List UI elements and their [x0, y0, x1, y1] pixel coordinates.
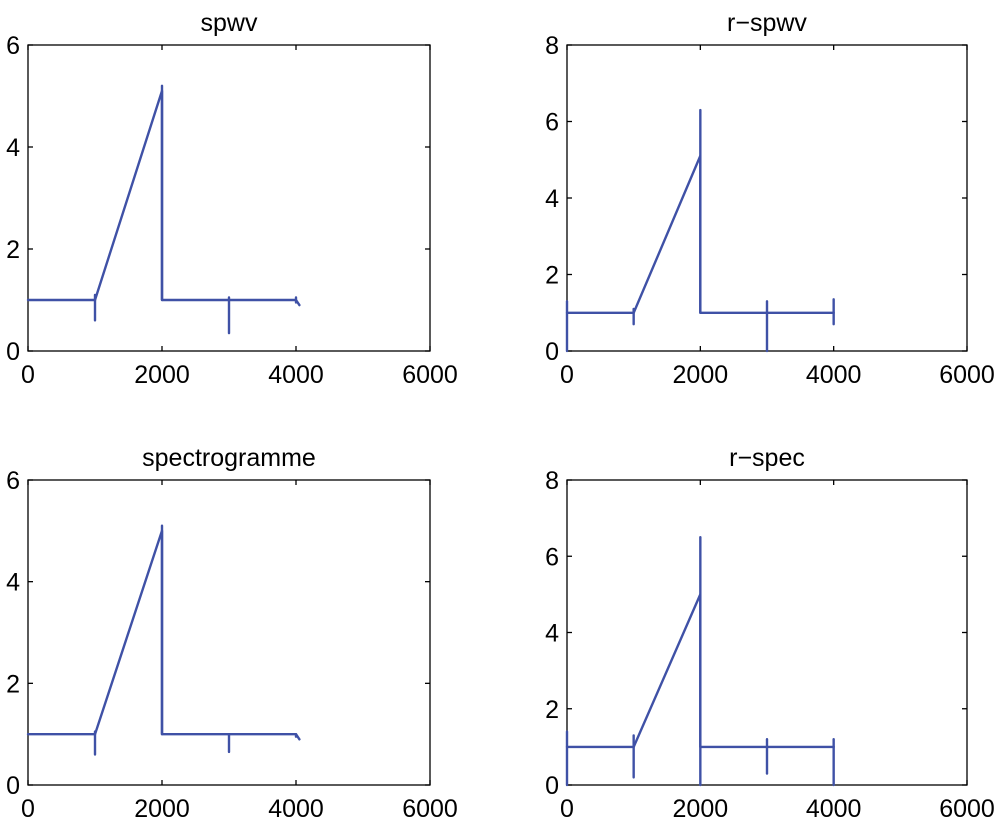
y-tick-label: 0: [6, 772, 20, 800]
y-tick-label: 2: [545, 262, 559, 290]
series-line: [26, 89, 301, 307]
x-tick-label: 0: [560, 795, 574, 823]
x-tick-label: 2000: [134, 795, 190, 823]
x-tick-label: 0: [21, 795, 35, 823]
axes-box: [27, 44, 431, 352]
x-tick-label: 2000: [134, 361, 190, 389]
x-tick-label: 6000: [939, 361, 995, 389]
subplot-title: spectrogramme: [142, 444, 316, 472]
x-tick-label: 6000: [402, 361, 458, 389]
axes-box: [27, 479, 431, 786]
x-tick-label: 6000: [402, 795, 458, 823]
x-tick-label: 4000: [268, 795, 324, 823]
y-tick-label: 4: [6, 134, 20, 162]
y-tick-label: 2: [545, 696, 559, 724]
subplot-2: r−spwv 0 2000 4000 6000 0 2 4 6 8: [545, 9, 995, 389]
x-tick-label: 2000: [673, 795, 729, 823]
x-tick-label: 4000: [268, 361, 324, 389]
y-tick-label: 6: [545, 109, 559, 137]
y-tick-label: 2: [6, 236, 20, 264]
series-line: [26, 529, 301, 741]
x-tick-label: 4000: [806, 795, 862, 823]
y-tick-label: 0: [6, 338, 20, 366]
x-tick-label: 4000: [806, 361, 862, 389]
y-tick-label: 0: [545, 338, 559, 366]
y-tick-label: 4: [6, 569, 20, 597]
y-tick-label: 6: [6, 32, 20, 60]
subplot-1: spwv 0 2000 4000 6000 0 2 4 6: [6, 9, 458, 389]
x-tick-label: 6000: [939, 795, 995, 823]
y-tick-label: 8: [545, 32, 559, 60]
subplot-title: r−spec: [729, 444, 805, 472]
x-tick-label: 0: [560, 361, 574, 389]
y-tick-label: 8: [545, 467, 559, 495]
subplot-4: r−spec 0 2000 4000 6000 0 2 4 6 8: [545, 444, 995, 823]
x-tick-label: 0: [21, 361, 35, 389]
y-tick-label: 0: [545, 772, 559, 800]
y-tick-label: 6: [6, 467, 20, 495]
subplot-title: r−spwv: [727, 9, 807, 37]
y-tick-label: 6: [545, 543, 559, 571]
subplot-title: spwv: [201, 9, 258, 37]
y-tick-label: 4: [545, 185, 559, 213]
x-tick-label: 2000: [673, 361, 729, 389]
subplot-3: spectrogramme 0 2000 4000 6000 0 2 4 6: [6, 444, 458, 823]
y-tick-label: 2: [6, 670, 20, 698]
y-tick-label: 4: [545, 620, 559, 648]
